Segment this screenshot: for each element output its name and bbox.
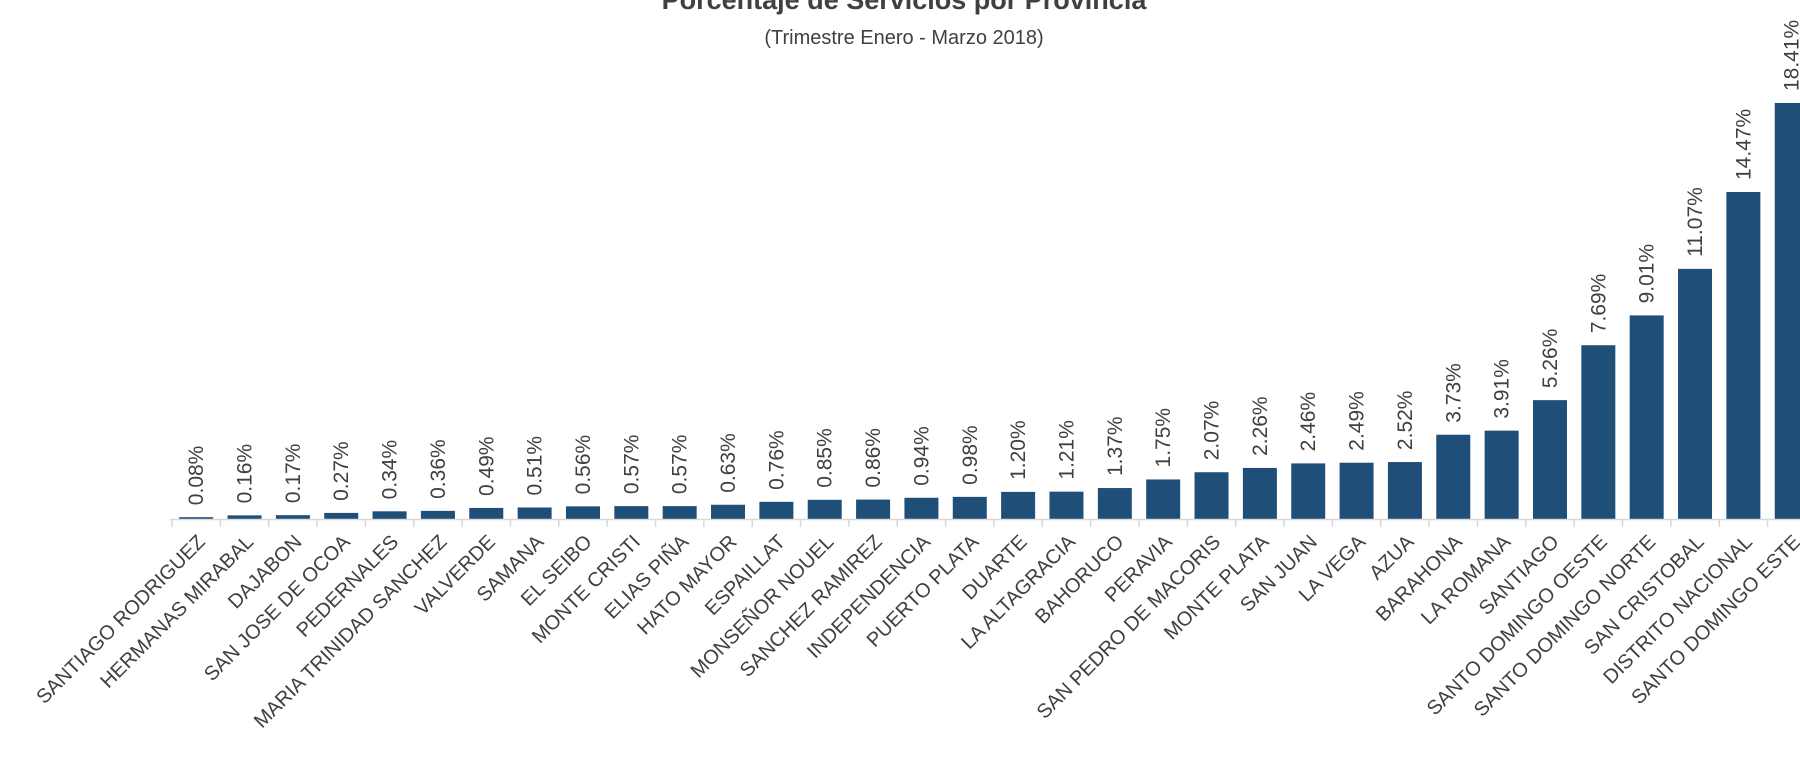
bar	[1242, 467, 1277, 519]
data-label: 1.21%	[1055, 420, 1078, 480]
data-label: 2.49%	[1346, 391, 1369, 451]
bar	[662, 506, 697, 519]
data-label: 9.01%	[1636, 244, 1659, 304]
bar	[565, 506, 600, 519]
data-label: 2.52%	[1394, 391, 1417, 451]
bar	[1339, 462, 1374, 519]
chart-subtitle: (Trimestre Enero - Marzo 2018)	[764, 27, 1043, 49]
bar	[1049, 491, 1084, 519]
bar	[904, 497, 939, 519]
data-label: 0.57%	[669, 435, 692, 495]
bar	[759, 501, 794, 519]
bar	[1678, 268, 1713, 519]
data-label: 1.20%	[1007, 420, 1030, 480]
bar	[1097, 488, 1132, 519]
bar	[420, 510, 455, 519]
bar	[614, 506, 649, 519]
data-label: 5.26%	[1539, 329, 1562, 389]
bar	[1629, 315, 1664, 519]
data-label: 0.57%	[620, 435, 643, 495]
data-label: 2.07%	[1201, 401, 1224, 461]
data-label: 1.75%	[1152, 408, 1175, 468]
data-label: 0.49%	[475, 436, 498, 496]
value-labels-group: 0.08% 0.16% 0.17% 0.27% 0.34% 0.36% 0.49% 0.51%…	[185, 20, 1800, 505]
bar	[711, 504, 746, 519]
bar	[469, 507, 504, 519]
x-axis-ticks	[171, 519, 1769, 527]
bar	[1146, 479, 1181, 519]
data-label: 0.94%	[910, 426, 933, 486]
bar	[1001, 491, 1036, 519]
bar	[1532, 400, 1567, 519]
data-label: 3.73%	[1442, 363, 1465, 423]
data-label: 0.51%	[524, 436, 547, 496]
bar	[517, 507, 552, 519]
bar	[1726, 192, 1761, 519]
data-label: 0.17%	[282, 444, 305, 504]
data-label: 0.56%	[572, 435, 595, 495]
bar	[1484, 430, 1519, 519]
bar	[179, 517, 214, 519]
bar	[952, 496, 987, 519]
bar	[1194, 472, 1229, 519]
data-label: 1.37%	[1104, 416, 1127, 476]
bar	[1581, 345, 1616, 519]
bars-group	[179, 103, 1800, 519]
bar	[1436, 434, 1471, 519]
chart-title: Porcentaje de Servicios por Provincia	[662, 0, 1148, 15]
data-label: 0.34%	[379, 440, 402, 500]
data-label: 0.36%	[427, 439, 450, 499]
data-label: 0.27%	[330, 441, 353, 501]
data-label: 0.08%	[185, 446, 208, 506]
data-label: 2.26%	[1249, 396, 1272, 456]
data-label: 11.07%	[1684, 187, 1707, 257]
bar	[807, 499, 842, 519]
bar	[856, 499, 891, 519]
data-label: 14.47%	[1732, 109, 1755, 180]
data-label: 0.16%	[234, 444, 257, 504]
bar	[1387, 462, 1422, 519]
bar	[1774, 103, 1800, 519]
data-label: 18.41%	[1781, 20, 1800, 91]
data-label: 0.86%	[862, 428, 885, 488]
bar	[372, 511, 407, 519]
data-label: 0.85%	[814, 428, 837, 488]
data-label: 2.46%	[1297, 392, 1320, 452]
bar	[227, 515, 262, 519]
data-label: 3.91%	[1491, 359, 1514, 419]
data-label: 0.76%	[765, 430, 788, 490]
data-label: 0.63%	[717, 433, 740, 493]
data-label: 7.69%	[1587, 274, 1610, 334]
bar	[1291, 463, 1326, 519]
bar	[275, 515, 310, 519]
data-label: 0.98%	[959, 425, 982, 485]
bar	[324, 512, 359, 519]
